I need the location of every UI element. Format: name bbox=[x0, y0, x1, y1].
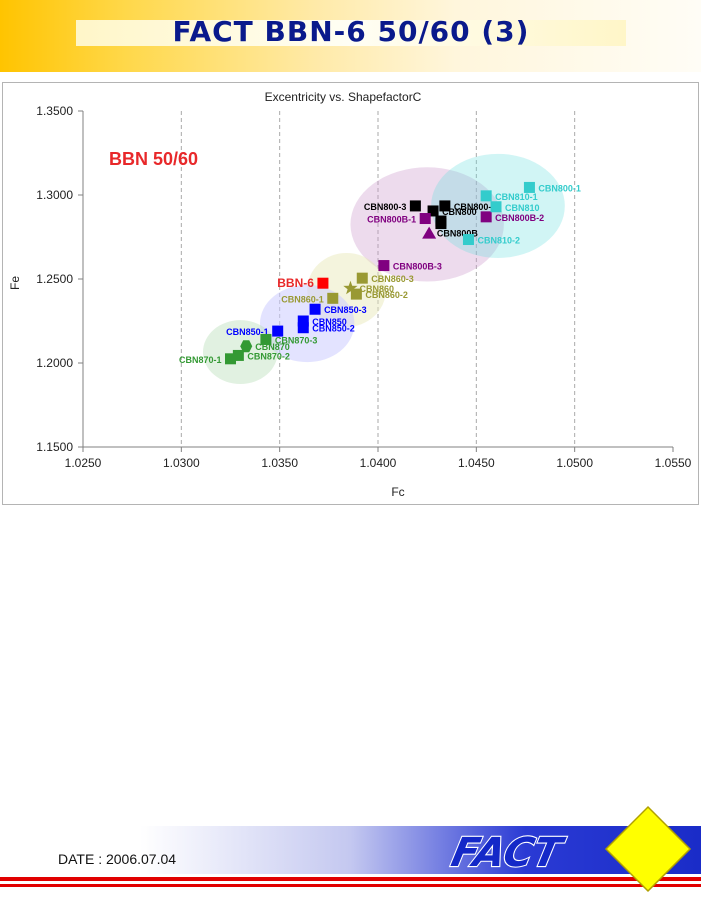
data-point bbox=[225, 353, 236, 365]
data-point bbox=[523, 181, 535, 193]
x-axis-label: Fc bbox=[391, 485, 404, 499]
data-label: CBN810-1 bbox=[495, 192, 538, 202]
data-point bbox=[297, 322, 309, 334]
data-label: CBN860-3 bbox=[371, 274, 414, 284]
data-point bbox=[378, 260, 390, 272]
data-label: CBN800-3 bbox=[364, 202, 407, 212]
footer-stripes bbox=[0, 877, 701, 887]
data-label: CBN800B-3 bbox=[393, 262, 442, 272]
data-point bbox=[409, 200, 421, 212]
data-label: CBN850-3 bbox=[324, 305, 367, 315]
x-tick-label: 1.0300 bbox=[163, 456, 200, 470]
page-title: FACT BBN-6 50/60 (3) bbox=[172, 15, 530, 48]
data-label: CBN860-2 bbox=[365, 290, 408, 300]
x-tick-label: 1.0250 bbox=[65, 456, 102, 470]
data-label: CBN800 bbox=[442, 207, 477, 217]
data-point bbox=[343, 280, 358, 295]
data-label: CBN850 bbox=[312, 317, 347, 327]
data-label: CBN800B-1 bbox=[367, 215, 416, 225]
data-label: CBN800B bbox=[437, 229, 479, 239]
data-point bbox=[427, 205, 439, 217]
data-point bbox=[232, 349, 244, 361]
data-label: CBN870-3 bbox=[275, 335, 318, 345]
x-tick-label: 1.0400 bbox=[360, 456, 397, 470]
data-point bbox=[297, 315, 309, 327]
data-point bbox=[490, 201, 502, 213]
data-label: CBN800B-2 bbox=[495, 213, 544, 223]
data-point bbox=[422, 226, 437, 239]
y-tick-label: 1.3500 bbox=[36, 104, 73, 118]
data-label: CBN800-1 bbox=[454, 202, 497, 212]
title-highlight bbox=[76, 20, 626, 46]
data-label: CBN850-1 bbox=[226, 327, 269, 337]
data-point bbox=[480, 211, 492, 223]
data-label: BBN-6 bbox=[277, 276, 314, 290]
chart-frame: Excentricity vs. ShapefactorC 1.0250 1.030… bbox=[2, 82, 699, 505]
data-point bbox=[317, 277, 329, 289]
chart-title: Excentricity vs. ShapefactorC bbox=[265, 90, 422, 104]
footer-banner bbox=[0, 826, 701, 874]
x-tick-label: 1.0550 bbox=[655, 456, 692, 470]
data-label: CBN870 bbox=[255, 342, 290, 352]
data-label: CBN860 bbox=[359, 284, 394, 294]
date-label: DATE : 2006.07.04 bbox=[58, 851, 177, 867]
data-point bbox=[462, 234, 474, 246]
x-tick-label: 1.0450 bbox=[458, 456, 495, 470]
y-tick-label: 1.3000 bbox=[36, 188, 73, 202]
fact-logo-text: FACT bbox=[447, 828, 569, 874]
group-ellipse-cbn800 bbox=[350, 167, 504, 282]
data-label: CBN850-2 bbox=[312, 324, 355, 334]
chart-annotation: BBN 50/60 bbox=[109, 149, 198, 169]
y-tick-label: 1.2500 bbox=[36, 272, 73, 286]
data-point bbox=[480, 190, 492, 202]
data-point bbox=[439, 200, 451, 212]
y-tick-label: 1.1500 bbox=[36, 440, 73, 454]
data-point bbox=[240, 340, 253, 353]
data-point bbox=[309, 303, 321, 315]
data-label: CBN810-2 bbox=[477, 236, 520, 246]
data-point bbox=[327, 292, 339, 304]
data-point bbox=[419, 213, 431, 225]
y-tick-label: 1.2000 bbox=[36, 356, 73, 370]
fact-logo: FACT bbox=[446, 827, 570, 874]
y-axis-label: Fe bbox=[8, 276, 22, 290]
data-point bbox=[435, 215, 447, 227]
data-label: CBN870-1 bbox=[179, 355, 222, 365]
data-point bbox=[260, 333, 272, 345]
data-point bbox=[272, 325, 284, 337]
data-point bbox=[356, 272, 368, 284]
x-tick-label: 1.0350 bbox=[261, 456, 298, 470]
x-tick-label: 1.0500 bbox=[556, 456, 593, 470]
data-point bbox=[350, 288, 362, 300]
data-label: CBN800-1 bbox=[538, 183, 581, 193]
data-label: CBN860-1 bbox=[281, 294, 324, 304]
data-label: CBN870-2 bbox=[247, 351, 290, 361]
data-label: CBN810 bbox=[505, 203, 540, 213]
scatter-chart: Excentricity vs. ShapefactorC 1.0250 1.030… bbox=[8, 90, 692, 499]
diamond-icon bbox=[604, 805, 692, 893]
